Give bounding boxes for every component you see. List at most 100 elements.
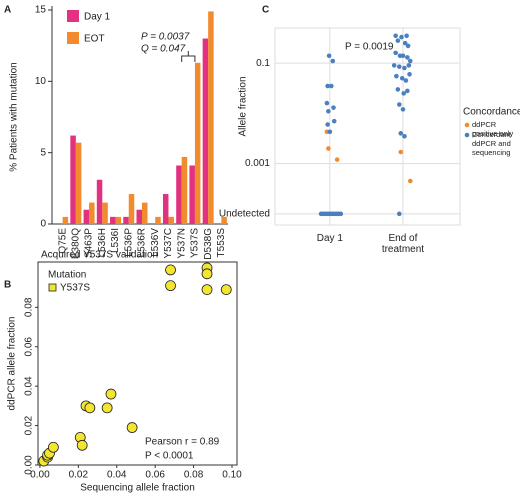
x-tick-label: Q75E (57, 228, 68, 254)
annotation: P = 0.0019 (345, 42, 394, 53)
point (406, 63, 412, 68)
y-tick-label: 0.06 (24, 337, 35, 357)
bar (155, 216, 161, 224)
chart-title: Acquired Y537S validation (41, 250, 158, 261)
point (397, 64, 402, 69)
y-tick-label: 0.02 (24, 415, 35, 435)
x-tick-label: Day 1 (316, 233, 343, 244)
point (397, 211, 402, 217)
y-axis-label: ddPCR allele fraction (7, 317, 18, 411)
point (329, 83, 334, 89)
point (391, 63, 397, 68)
legend-swatch (464, 122, 470, 128)
point (395, 87, 401, 92)
annotation: P < 0.0001 (145, 451, 194, 462)
point (201, 268, 213, 280)
point (394, 73, 399, 79)
x-tick-label: L536P (123, 228, 134, 257)
panel-letter: C (262, 5, 269, 16)
point (334, 157, 340, 162)
plot-frame (37, 261, 238, 466)
bar (110, 216, 116, 224)
point (393, 50, 398, 56)
bar (128, 194, 135, 224)
bar (189, 165, 195, 224)
legend-title: Concordance (463, 107, 520, 118)
annotation: Q = 0.047 (141, 44, 186, 55)
panel-letter: A (4, 5, 11, 16)
y-tick-label: 10 (35, 76, 47, 87)
bar (162, 194, 169, 224)
x-tick-label: End of treatment (381, 233, 425, 255)
point (398, 131, 404, 136)
point (397, 102, 402, 107)
point (47, 441, 59, 453)
legend-swatch (67, 10, 79, 22)
point (325, 122, 330, 127)
x-tick-label: Y537N (176, 228, 187, 259)
point (326, 53, 332, 59)
point (404, 33, 409, 39)
x-tick-label: L536R (137, 228, 148, 257)
bar (168, 216, 174, 224)
bar (62, 216, 69, 224)
legend-swatch (67, 32, 79, 44)
bar (194, 62, 201, 224)
bar (102, 202, 108, 224)
point (201, 284, 213, 295)
point (338, 211, 344, 217)
bar (181, 156, 188, 224)
y-tick-label: 5 (40, 147, 46, 158)
annotation: P = 0.0037 (141, 32, 190, 43)
x-tick-label: 0.04 (107, 470, 127, 481)
legend-label: EOT (84, 34, 105, 45)
bar (202, 38, 209, 225)
point (84, 402, 96, 414)
x-tick-label: 0.00 (30, 470, 50, 481)
point (325, 83, 330, 89)
point (405, 55, 410, 60)
x-tick-label: 0.06 (145, 470, 165, 481)
x-tick-label: 0.02 (69, 470, 89, 481)
bar (136, 209, 142, 224)
point (165, 280, 176, 292)
point (400, 107, 406, 112)
point (407, 71, 412, 77)
point (405, 43, 411, 49)
point (401, 91, 406, 96)
bar (123, 216, 129, 224)
point (398, 149, 404, 155)
legend-label: ddPCR positive only (472, 120, 514, 138)
bar (176, 165, 182, 224)
bar (70, 135, 76, 224)
point (165, 264, 176, 276)
point (105, 388, 117, 400)
legend-label: Day 1 (84, 12, 111, 23)
legend-label: Concordant ddPCR and sequencing (472, 130, 511, 157)
point (399, 34, 404, 40)
x-tick-label: L536I (110, 228, 121, 253)
legend-title: Mutation (48, 270, 86, 281)
y-axis-label: Allele fraction (238, 76, 249, 136)
significance-bracket (181, 51, 196, 62)
x-tick-label: T553S (216, 228, 227, 258)
x-tick-label: L536V (150, 228, 161, 257)
plot-background (274, 27, 461, 226)
legend-label: Y537S (60, 283, 90, 294)
x-tick-label: Y537C (163, 228, 174, 259)
bar (89, 202, 95, 224)
y-tick-label: 0.001 (245, 158, 270, 169)
legend-swatch (48, 283, 57, 292)
y-tick-label: 0 (40, 219, 46, 230)
point (220, 284, 232, 295)
point (403, 78, 409, 83)
x-tick-label: 0.10 (222, 470, 242, 481)
point (402, 133, 407, 139)
point (101, 402, 113, 414)
bar (115, 216, 122, 224)
y-axis-label: % Patients with mutation (9, 62, 20, 172)
y-tick-label: 0.00 (24, 455, 35, 475)
bar (221, 216, 227, 224)
annotation: Pearson r = 0.89 (145, 437, 220, 448)
